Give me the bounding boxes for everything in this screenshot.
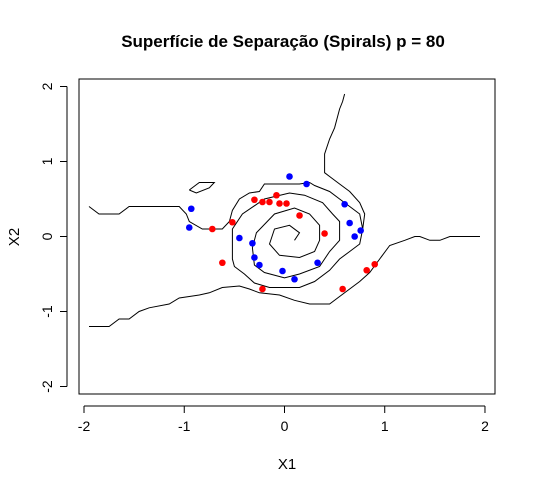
data-point	[266, 198, 273, 206]
data-point	[357, 227, 364, 234]
data-point	[314, 259, 321, 267]
data-point	[351, 233, 358, 240]
data-point	[303, 180, 310, 188]
data-point	[273, 191, 280, 199]
chart-title: Superfície de Separação (Spirals) p = 80	[121, 32, 445, 51]
data-point	[296, 212, 303, 219]
data-point	[339, 285, 346, 293]
data-point	[279, 267, 286, 275]
contour-line	[189, 182, 216, 194]
data-point	[249, 239, 256, 247]
data-point	[256, 261, 263, 269]
x-tick-label: 1	[381, 418, 389, 434]
data-point	[251, 254, 258, 261]
contour-line	[324, 93, 366, 230]
data-point	[321, 230, 328, 237]
data-point	[259, 285, 266, 293]
data-points	[185, 173, 379, 293]
contour-line	[89, 236, 480, 327]
data-point	[363, 266, 370, 274]
data-point	[236, 234, 243, 242]
y-tick-label: -2	[39, 380, 55, 393]
x-tick-label: 0	[281, 418, 289, 434]
data-point	[346, 219, 353, 227]
y-tick-label: 2	[39, 82, 55, 90]
data-point	[283, 200, 290, 207]
plot-frame	[78, 78, 496, 395]
data-point	[187, 205, 195, 213]
data-point	[341, 200, 348, 208]
y-tick-label: 0	[39, 232, 55, 240]
data-point	[291, 275, 298, 283]
separation-surface	[88, 93, 480, 327]
x-tick-label: 2	[481, 418, 489, 434]
x-axis-label: X1	[278, 456, 296, 473]
data-point	[185, 224, 193, 231]
x-axis: -2 -1 0 1 2	[78, 405, 489, 434]
x-tick-label: -2	[78, 418, 91, 434]
data-point	[259, 198, 266, 206]
data-point	[229, 218, 236, 226]
data-point	[371, 260, 379, 268]
data-point	[286, 173, 293, 180]
x-tick-label: -1	[178, 418, 191, 434]
y-tick-label: 1	[39, 157, 55, 165]
contour-line	[88, 181, 364, 288]
data-point	[209, 225, 216, 233]
data-point	[251, 196, 258, 204]
y-axis-label: X2	[6, 228, 23, 246]
data-point	[276, 200, 283, 207]
data-point	[219, 259, 226, 267]
y-tick-label: -1	[39, 305, 55, 318]
y-axis: -2 -1 0 1 2	[39, 82, 68, 393]
